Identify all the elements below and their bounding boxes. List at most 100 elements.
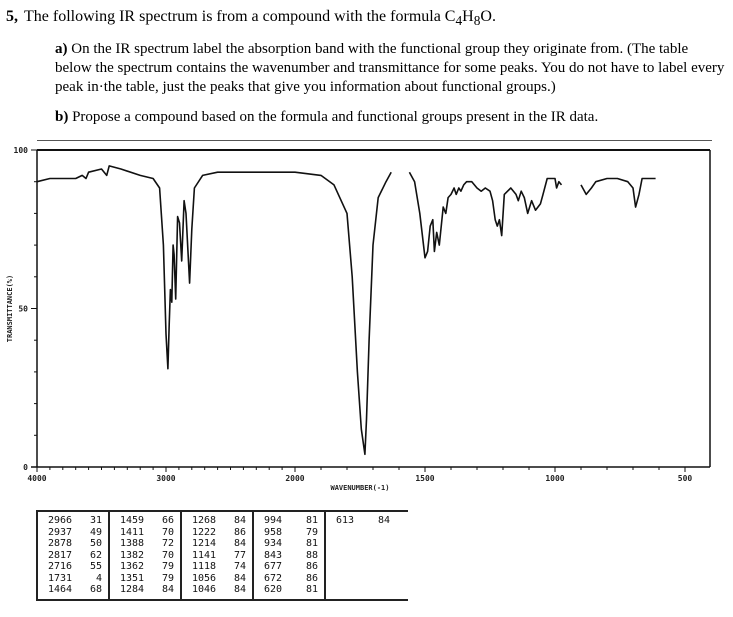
peak-transmittance: 84 [233,584,246,595]
spectrum-segment [580,177,656,208]
formula-o: O [480,8,492,25]
peak-row: 672 86 [264,573,318,585]
part-b-label: b) [55,109,69,125]
peak-transmittance: 49 [89,526,102,538]
peak-row: 1056 84 [192,573,246,585]
peak-transmittance: 50 [89,538,102,549]
question-title: 5, The following IR spectrum is from a co… [6,8,496,29]
peak-transmittance: 70 [161,549,174,561]
peak-wavenumber: 1141 [192,549,217,561]
part-a-text: On the IR spectrum label the absorption … [55,41,725,95]
peak-wavenumber: 1459 [120,515,145,526]
peak-row: 1222 86 [192,527,246,539]
peak-row: 1118 74 [192,561,246,573]
peak-row: 2878 50 [48,538,102,550]
x-tick-label: 4000 [27,474,46,483]
x-tick-label: 1000 [545,474,564,483]
peak-transmittance: 68 [89,584,102,595]
formula-h: H [462,8,474,25]
peak-column: 2966 31 2937 49 2878 50 2817 62 2716 55 1731 4 1464 6… [36,512,108,599]
peak-row: 1459 66 [120,515,174,527]
peak-transmittance: 86 [305,561,318,572]
peak-wavenumber: 1046 [192,584,217,595]
peak-wavenumber: 2966 [48,515,73,526]
peak-row: 620 81 [264,584,318,596]
question-part-b: b) Propose a compound based on the formu… [55,108,725,127]
peak-wavenumber: 2817 [48,549,73,561]
part-a-label: a) [55,41,68,57]
peak-transmittance: 62 [89,549,102,561]
peak-row: 1141 77 [192,550,246,562]
spectrum-segment [36,165,392,456]
peak-transmittance: 79 [305,526,318,538]
peak-wavenumber: 1056 [192,572,217,584]
question-number: 5, [6,8,18,25]
peak-row: 1731 4 [48,573,102,585]
peak-wavenumber: 994 [264,515,283,526]
peak-transmittance: 88 [305,549,318,561]
peak-transmittance: 84 [161,584,174,595]
peak-row: 1388 72 [120,538,174,550]
peak-wavenumber: 672 [264,572,283,584]
peak-transmittance: 84 [233,538,246,549]
formula-h-subscript: 8 [473,13,481,29]
peak-wavenumber: 677 [264,561,283,572]
peak-transmittance: 4 [95,572,102,584]
peak-transmittance: 84 [377,515,390,526]
peak-row: 1464 68 [48,584,102,596]
peak-transmittance: 66 [161,515,174,526]
peak-transmittance: 84 [233,572,246,584]
peak-transmittance: 84 [233,515,246,526]
y-tick-label: 50 [18,305,28,314]
peak-wavenumber: 620 [264,584,283,595]
peak-wavenumber: 1464 [48,584,73,595]
spectrum-segment [408,171,563,259]
peak-wavenumber: 1382 [120,549,145,561]
peak-wavenumber: 1362 [120,561,145,572]
y-tick-label: 100 [14,146,29,155]
peak-transmittance: 79 [161,572,174,584]
peak-row: 1362 79 [120,561,174,573]
peak-transmittance: 81 [305,584,318,595]
peak-row: 958 79 [264,527,318,539]
peak-wavenumber: 1222 [192,526,217,538]
peak-wavenumber: 1411 [120,526,145,538]
peak-column: 994 81 958 79 934 81 843 88 677 86 672 86 620 81 [252,512,324,599]
peak-wavenumber: 1731 [48,572,73,584]
peak-row: 1046 84 [192,584,246,596]
part-b-text: Propose a compound based on the formula … [72,109,599,125]
peak-wavenumber: 1351 [120,572,145,584]
formula-c-subscript: 4 [455,13,463,29]
peak-row: 1268 84 [192,515,246,527]
peak-row: 2817 62 [48,550,102,562]
peak-transmittance: 31 [89,515,102,526]
peak-transmittance: 72 [161,538,174,549]
peak-transmittance: 86 [233,526,246,538]
peak-transmittance: 74 [233,561,246,572]
peak-row: 2937 49 [48,527,102,539]
peak-wavenumber: 2937 [48,526,73,538]
spectrum-curve [36,165,656,456]
axis-labels: 4000 3000 2000 1500 1000 500 0 50 100 WAVENUMBER(… [6,146,692,492]
x-axis-label: WAVENUMBER(-1) [330,484,389,492]
peak-wavenumber: 613 [336,515,355,526]
peak-row: 934 81 [264,538,318,550]
peak-table: 2966 31 2937 49 2878 50 2817 62 2716 55 1731 4 1464 6… [36,510,408,601]
peak-row: 994 81 [264,515,318,527]
peak-row: 613 84 [336,515,402,527]
peak-wavenumber: 1268 [192,515,217,526]
ir-spectrum-chart: 4000 3000 2000 1500 1000 500 0 50 100 WAVENUMBER(… [6,146,711,492]
peak-row: 2716 55 [48,561,102,573]
peak-wavenumber: 2716 [48,561,73,572]
peak-column: 1459 66 1411 70 1388 72 1382 70 1362 79 1351 79 1284… [108,512,180,599]
question-part-a: a) On the IR spectrum label the absorpti… [55,40,725,97]
x-tick-label: 2000 [285,474,304,483]
peak-wavenumber: 1284 [120,584,145,595]
peak-wavenumber: 2878 [48,538,73,549]
x-tick-label: 3000 [156,474,175,483]
peak-row: 1382 70 [120,550,174,562]
peak-column: 613 84 [324,512,408,599]
axis-ticks [31,149,686,472]
peak-column: 1268 84 1222 86 1214 84 1141 77 1118 74 1056 84 1046… [180,512,252,599]
peak-row: 1214 84 [192,538,246,550]
